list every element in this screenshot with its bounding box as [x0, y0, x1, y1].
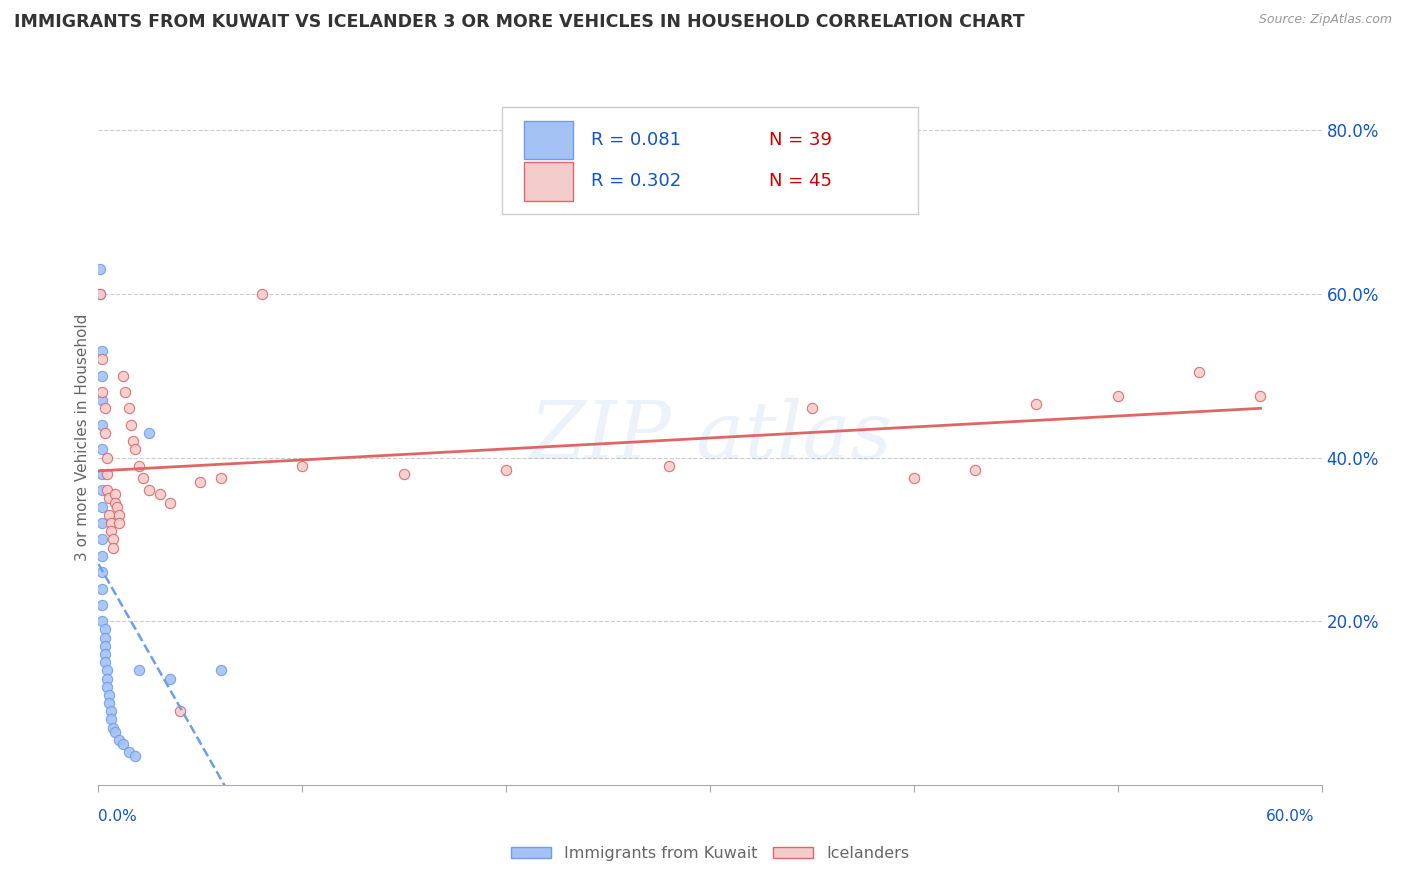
Point	[91, 442, 114, 457]
Point	[97, 688, 120, 702]
Point	[128, 458, 150, 473]
Point	[209, 471, 232, 485]
Point	[89, 286, 111, 301]
Point	[91, 352, 114, 367]
FancyBboxPatch shape	[502, 106, 918, 214]
Point	[93, 655, 115, 669]
Point	[93, 639, 115, 653]
Point	[91, 417, 114, 432]
Point	[101, 541, 124, 555]
Point	[91, 483, 114, 498]
Point	[96, 467, 118, 481]
Point	[1249, 389, 1271, 403]
Point	[97, 508, 120, 522]
Point	[188, 475, 212, 489]
Point	[124, 442, 146, 457]
Point	[104, 724, 127, 739]
Text: 0.0%: 0.0%	[98, 809, 138, 823]
Y-axis label: 3 or more Vehicles in Household: 3 or more Vehicles in Household	[75, 313, 90, 561]
Point	[114, 385, 136, 400]
Point	[801, 401, 824, 416]
Point	[89, 262, 111, 277]
Point	[96, 672, 118, 686]
Point	[1025, 397, 1047, 411]
Point	[250, 286, 273, 301]
Text: R = 0.081: R = 0.081	[592, 130, 682, 149]
Point	[965, 463, 987, 477]
Point	[93, 631, 115, 645]
Point	[91, 344, 114, 359]
Point	[101, 721, 124, 735]
Point	[91, 598, 114, 612]
Point	[91, 467, 114, 481]
Point	[97, 491, 120, 506]
Point	[291, 458, 314, 473]
Point	[169, 704, 191, 718]
Point	[132, 471, 155, 485]
Point	[93, 401, 115, 416]
Text: ZIP atlas: ZIP atlas	[529, 399, 891, 475]
Point	[100, 524, 122, 539]
Point	[101, 533, 124, 547]
Point	[91, 385, 114, 400]
Point	[111, 737, 134, 751]
Legend: Immigrants from Kuwait, Icelanders: Immigrants from Kuwait, Icelanders	[505, 839, 915, 867]
Point	[93, 623, 115, 637]
Point	[104, 487, 127, 501]
Point	[105, 500, 128, 514]
Text: 60.0%: 60.0%	[1267, 809, 1315, 823]
Point	[138, 425, 160, 440]
Point	[96, 450, 118, 465]
Text: Source: ZipAtlas.com: Source: ZipAtlas.com	[1258, 13, 1392, 27]
Point	[120, 417, 142, 432]
Point	[91, 368, 114, 383]
Point	[91, 500, 114, 514]
Point	[96, 664, 118, 678]
Point	[91, 516, 114, 530]
Text: N = 39: N = 39	[769, 130, 832, 149]
Text: IMMIGRANTS FROM KUWAIT VS ICELANDER 3 OR MORE VEHICLES IN HOUSEHOLD CORRELATION : IMMIGRANTS FROM KUWAIT VS ICELANDER 3 OR…	[14, 13, 1025, 31]
Text: N = 45: N = 45	[769, 172, 832, 190]
Point	[495, 463, 517, 477]
Point	[100, 713, 122, 727]
Text: R = 0.302: R = 0.302	[592, 172, 682, 190]
Point	[91, 533, 114, 547]
Point	[111, 368, 134, 383]
Point	[118, 401, 141, 416]
Point	[89, 286, 111, 301]
Point	[108, 508, 131, 522]
Point	[124, 749, 146, 764]
Point	[128, 664, 150, 678]
FancyBboxPatch shape	[524, 120, 574, 159]
Point	[1107, 389, 1129, 403]
Point	[100, 516, 122, 530]
Point	[149, 487, 172, 501]
Point	[138, 483, 160, 498]
Point	[122, 434, 145, 449]
Point	[97, 696, 120, 710]
FancyBboxPatch shape	[524, 162, 574, 201]
Point	[93, 425, 115, 440]
Point	[91, 549, 114, 563]
Point	[658, 458, 681, 473]
Point	[104, 495, 127, 509]
Point	[96, 483, 118, 498]
Point	[108, 733, 131, 747]
Point	[100, 704, 122, 718]
Point	[96, 680, 118, 694]
Point	[91, 582, 114, 596]
Point	[91, 393, 114, 408]
Point	[209, 664, 232, 678]
Point	[1188, 365, 1211, 379]
Point	[392, 467, 416, 481]
Point	[159, 495, 181, 509]
Point	[108, 516, 131, 530]
Point	[903, 471, 925, 485]
Point	[159, 672, 181, 686]
Point	[118, 745, 141, 759]
Point	[91, 565, 114, 579]
Point	[91, 614, 114, 628]
Point	[93, 647, 115, 661]
